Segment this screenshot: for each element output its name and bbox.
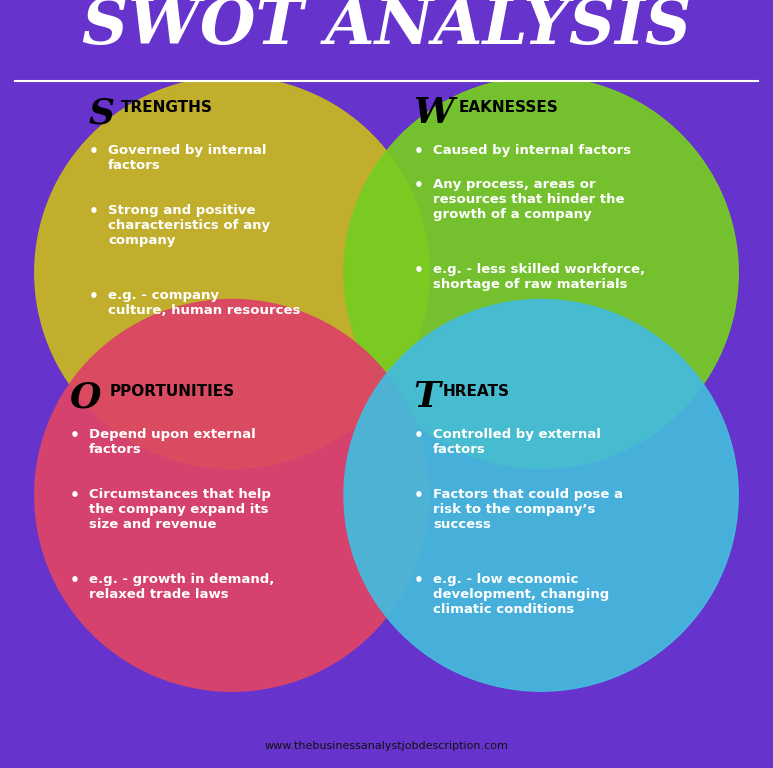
Text: Caused by internal factors: Caused by internal factors [433,144,631,157]
Text: •: • [414,144,424,159]
Text: Strong and positive
characteristics of any
company: Strong and positive characteristics of a… [108,204,271,247]
Text: EAKNESSES: EAKNESSES [458,100,558,115]
Text: HREATS: HREATS [443,384,510,399]
Circle shape [35,77,429,468]
Text: e.g. - less skilled workforce,
shortage of raw materials: e.g. - less skilled workforce, shortage … [433,263,645,291]
Text: •: • [70,428,80,443]
Text: Depend upon external
factors: Depend upon external factors [89,428,256,455]
Circle shape [35,300,429,691]
Text: Controlled by external
factors: Controlled by external factors [433,428,601,455]
Text: •: • [414,428,424,443]
Text: e.g. - company
culture, human resources: e.g. - company culture, human resources [108,289,301,316]
Text: www.thebusinessanalystjobdescription.com: www.thebusinessanalystjobdescription.com [264,741,509,751]
Text: SWOT ANALYSIS: SWOT ANALYSIS [82,0,691,58]
Text: Any process, areas or
resources that hinder the
growth of a company: Any process, areas or resources that hin… [433,178,625,221]
Text: e.g. - low economic
development, changing
climatic conditions: e.g. - low economic development, changin… [433,573,609,616]
Text: e.g. - growth in demand,
relaxed trade laws: e.g. - growth in demand, relaxed trade l… [89,573,274,601]
Text: •: • [89,204,99,219]
Text: •: • [414,573,424,588]
Text: W: W [414,96,455,130]
Circle shape [344,300,738,691]
Text: •: • [414,178,424,194]
Text: •: • [70,488,80,503]
Text: Factors that could pose a
risk to the company’s
success: Factors that could pose a risk to the co… [433,488,623,531]
Text: S: S [89,96,115,130]
Text: •: • [414,488,424,503]
Text: •: • [414,263,424,279]
Text: •: • [70,573,80,588]
FancyBboxPatch shape [0,0,773,81]
Text: Circumstances that help
the company expand its
size and revenue: Circumstances that help the company expa… [89,488,271,531]
Text: O: O [70,380,101,414]
Circle shape [344,77,738,468]
Text: PPORTUNITIES: PPORTUNITIES [110,384,235,399]
Text: •: • [89,289,99,304]
Text: •: • [89,144,99,159]
Text: Governed by internal
factors: Governed by internal factors [108,144,267,171]
Text: TRENGTHS: TRENGTHS [121,100,213,115]
Text: T: T [414,380,441,414]
